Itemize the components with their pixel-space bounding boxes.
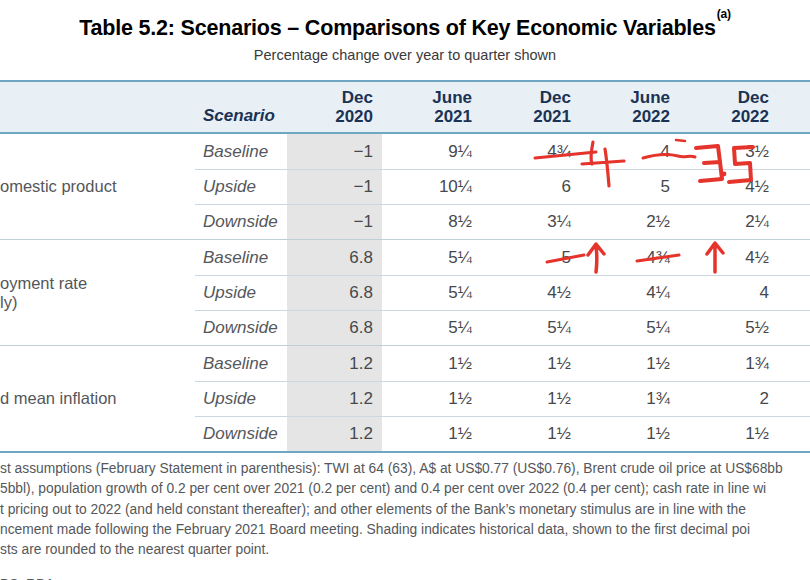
value-cell: 5¼ bbox=[382, 276, 481, 310]
value-cell: 1½ bbox=[382, 382, 481, 416]
scenario-label: Baseline bbox=[195, 240, 287, 275]
row-spacer bbox=[778, 311, 810, 345]
col-header-dec-2021: Dec2021 bbox=[481, 88, 580, 132]
scenario-label: Upside bbox=[195, 276, 287, 310]
value-cell: 1.2 bbox=[287, 382, 382, 416]
scenario-label: Baseline bbox=[195, 134, 287, 169]
value-cell: 3¼ bbox=[481, 205, 580, 239]
value-cell: 6 bbox=[481, 170, 580, 204]
col-header-june-2021: June2021 bbox=[382, 88, 481, 132]
value-cell: 4¾ bbox=[481, 134, 580, 169]
table-row-gdp-upside: Upside −1 10¼ 6 5 4½ bbox=[195, 169, 810, 204]
value-cell: 1¾ bbox=[580, 382, 679, 416]
footnote-line: sts are rounded to the nearest quarter p… bbox=[0, 540, 810, 560]
value-cell: 5¼ bbox=[481, 311, 580, 345]
table-subtitle: Percentage change over year to quarter s… bbox=[0, 47, 810, 63]
value-cell: 3½ bbox=[679, 134, 778, 169]
row-spacer bbox=[778, 346, 810, 381]
table-header-row: Scenario Dec2020 June2021 Dec2021 June20… bbox=[0, 80, 810, 134]
value-cell: −1 bbox=[287, 170, 382, 204]
scenario-label: Downside bbox=[195, 417, 287, 451]
table-title: Table 5.2: Scenarios – Comparisons of Ke… bbox=[0, 11, 810, 41]
value-cell: 1.2 bbox=[287, 346, 382, 381]
value-cell: 5 bbox=[481, 240, 580, 275]
value-cell: 1½ bbox=[580, 417, 679, 451]
row-group-unemployment: oyment rately) Baseline 6.8 5¼ 5 4¾ 4½ U… bbox=[0, 239, 810, 345]
value-cell: −1 bbox=[287, 134, 382, 169]
table-row-gdp-downside: Downside −1 8½ 3¼ 2½ 2¼ bbox=[195, 204, 810, 239]
scenario-label: Upside bbox=[195, 382, 287, 416]
row-spacer bbox=[778, 417, 810, 451]
value-cell: 1½ bbox=[580, 346, 679, 381]
value-cell: 5½ bbox=[679, 311, 778, 345]
footnotes: st assumptions (February Statement in pa… bbox=[0, 459, 810, 580]
value-cell: 6.8 bbox=[287, 240, 382, 275]
value-cell: 4 bbox=[679, 276, 778, 310]
table-title-text: Table 5.2: Scenarios – Comparisons of Ke… bbox=[79, 16, 715, 40]
value-cell: 6.8 bbox=[287, 311, 382, 345]
value-cell: 4¾ bbox=[580, 240, 679, 275]
value-cell: 9¼ bbox=[382, 134, 481, 169]
scenario-label: Baseline bbox=[195, 346, 287, 381]
row-group-inflation: d mean inflation Baseline 1.2 1½ 1½ 1½ 1… bbox=[0, 345, 810, 451]
table-row-infl-baseline: Baseline 1.2 1½ 1½ 1½ 1¾ bbox=[195, 346, 810, 381]
value-cell: 1½ bbox=[481, 382, 580, 416]
value-cell: 2¼ bbox=[679, 205, 778, 239]
row-spacer bbox=[778, 134, 810, 169]
col-header-dec-2020: Dec2020 bbox=[287, 88, 382, 132]
value-cell: 2½ bbox=[580, 205, 679, 239]
table-row-unemp-downside: Downside 6.8 5¼ 5¼ 5¼ 5½ bbox=[195, 310, 810, 345]
value-cell: −1 bbox=[287, 205, 382, 239]
value-cell: 8½ bbox=[382, 205, 481, 239]
value-cell: 10¼ bbox=[382, 170, 481, 204]
row-spacer bbox=[778, 240, 810, 275]
value-cell: 5¼ bbox=[382, 240, 481, 275]
value-cell: 1.2 bbox=[287, 417, 382, 451]
title-block: Table 5.2: Scenarios – Comparisons of Ke… bbox=[0, 0, 810, 63]
footnote-line: 5bbl), population growth of 0.2 per cent… bbox=[0, 479, 810, 499]
value-cell: 1½ bbox=[679, 417, 778, 451]
row-group-gdp: omestic product Baseline −1 9¼ 4¾ 4 3½ U… bbox=[0, 134, 810, 239]
value-cell: 5¼ bbox=[382, 311, 481, 345]
footnote-line: t pricing out to 2022 (and held constant… bbox=[0, 500, 810, 520]
value-cell: 4¼ bbox=[580, 276, 679, 310]
footnote-line: ncement made following the February 2021… bbox=[0, 520, 810, 540]
value-cell: 4 bbox=[580, 134, 679, 169]
value-cell: 1½ bbox=[382, 346, 481, 381]
sources-line: BS; RBA bbox=[0, 575, 810, 580]
table-row-gdp-baseline: Baseline −1 9¼ 4¾ 4 3½ bbox=[195, 134, 810, 169]
value-cell: 4½ bbox=[679, 240, 778, 275]
row-spacer bbox=[778, 382, 810, 416]
scenario-column-header: Scenario bbox=[195, 106, 287, 132]
value-cell: 1½ bbox=[481, 417, 580, 451]
scenarios-table: Scenario Dec2020 June2021 Dec2021 June20… bbox=[0, 80, 810, 453]
table-row-infl-downside: Downside 1.2 1½ 1½ 1½ 1½ bbox=[195, 416, 810, 451]
table-row-unemp-baseline: Baseline 6.8 5¼ 5 4¾ 4½ bbox=[195, 240, 810, 275]
row-group-label-gdp: omestic product bbox=[0, 134, 195, 239]
footnote-marker: (a) bbox=[717, 7, 731, 21]
col-header-june-2022: June2022 bbox=[580, 88, 679, 132]
value-cell: 1½ bbox=[382, 417, 481, 451]
row-group-label-unemployment: oyment rately) bbox=[0, 240, 195, 345]
scenario-label: Downside bbox=[195, 311, 287, 345]
value-cell: 5¼ bbox=[580, 311, 679, 345]
value-cell: 4½ bbox=[481, 276, 580, 310]
table-row-infl-upside: Upside 1.2 1½ 1½ 1¾ 2 bbox=[195, 381, 810, 416]
scenario-label: Downside bbox=[195, 205, 287, 239]
value-cell: 6.8 bbox=[287, 276, 382, 310]
value-cell: 1½ bbox=[481, 346, 580, 381]
row-spacer bbox=[778, 276, 810, 310]
col-header-dec-2022: Dec2022 bbox=[679, 88, 778, 132]
row-spacer bbox=[778, 170, 810, 204]
footnote-line: st assumptions (February Statement in pa… bbox=[0, 459, 810, 479]
scenario-label: Upside bbox=[195, 170, 287, 204]
report-page: Table 5.2: Scenarios – Comparisons of Ke… bbox=[0, 0, 810, 580]
value-cell: 2 bbox=[679, 382, 778, 416]
table-row-unemp-upside: Upside 6.8 5¼ 4½ 4¼ 4 bbox=[195, 275, 810, 310]
row-group-label-inflation: d mean inflation bbox=[0, 346, 195, 451]
value-cell: 1¾ bbox=[679, 346, 778, 381]
value-cell: 4½ bbox=[679, 170, 778, 204]
value-cell: 5 bbox=[580, 170, 679, 204]
row-spacer bbox=[778, 205, 810, 239]
